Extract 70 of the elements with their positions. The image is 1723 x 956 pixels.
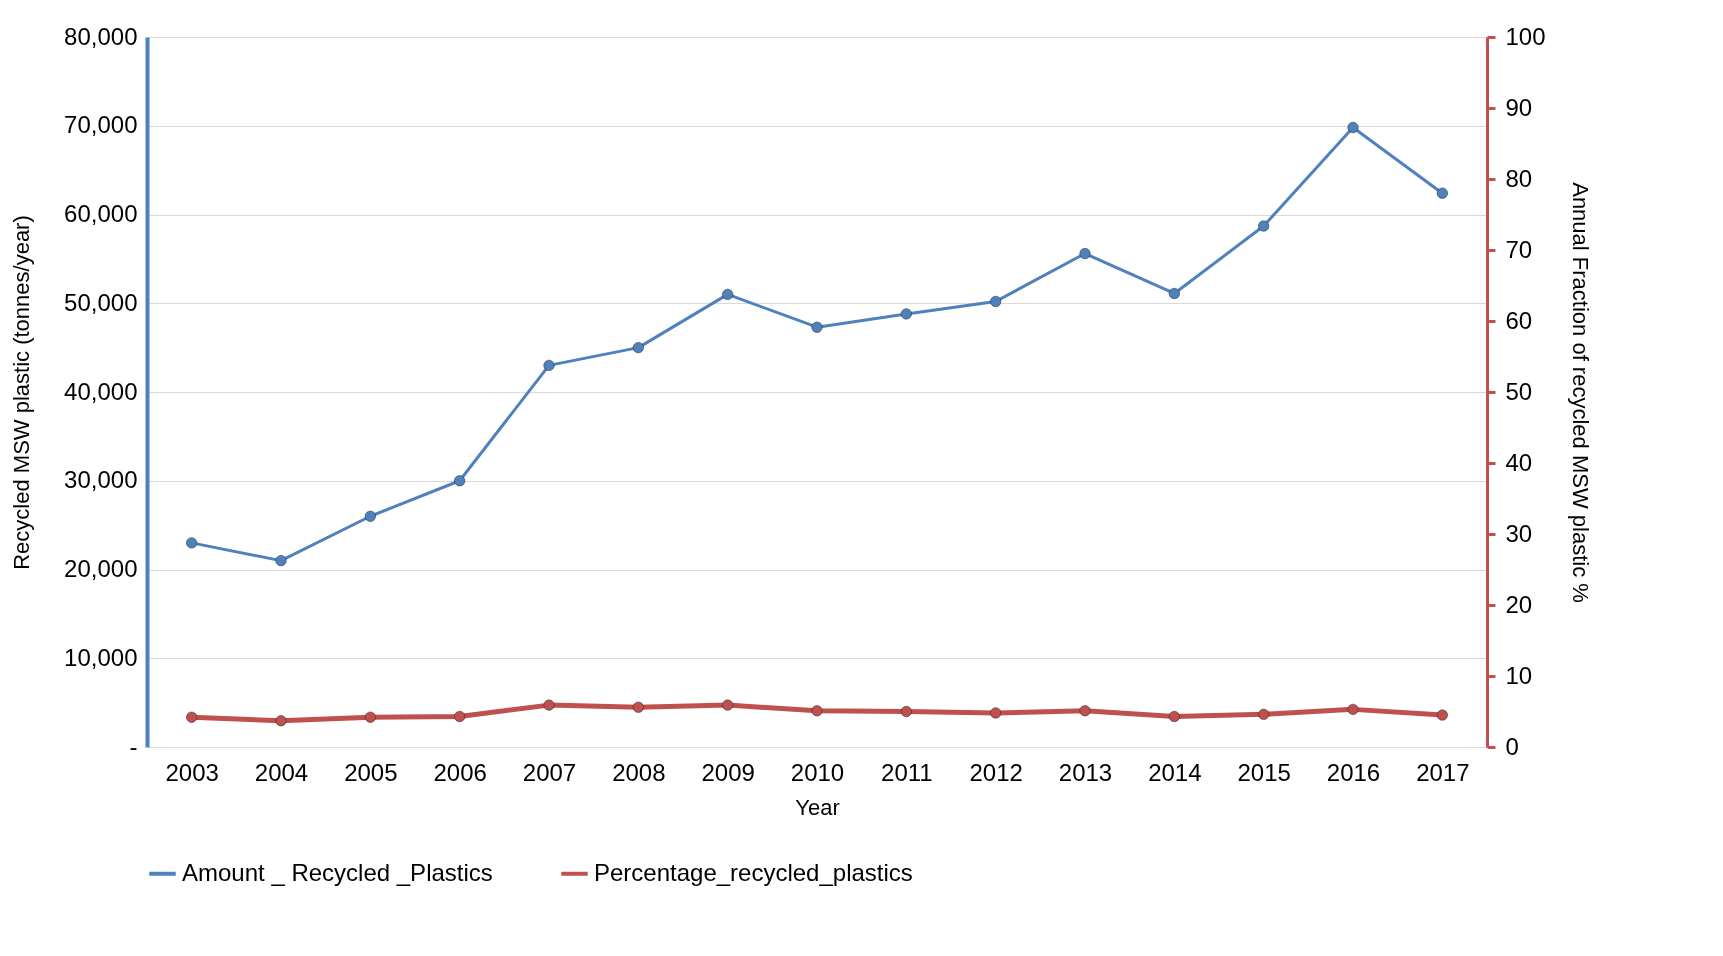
y-tick-label: 60,000 (64, 200, 138, 227)
x-tick-label: 2011 (881, 758, 933, 786)
legend-label: Amount _ Recycled _Plastics (182, 858, 493, 886)
point (990, 707, 1002, 719)
point (1168, 288, 1180, 299)
point (186, 711, 198, 723)
y-axis-title: Recycled MSW plastic (tonnes/year) (9, 215, 35, 570)
point (543, 699, 555, 711)
point (275, 715, 287, 727)
x-tick-label: 2017 (1416, 758, 1470, 786)
y2-tick-label: 40 (1505, 448, 1533, 476)
x-tick-label: 2010 (790, 758, 845, 786)
y-tick-label: 80,000 (64, 22, 138, 50)
point (1347, 122, 1359, 134)
y2-tick-label: 80 (1505, 164, 1533, 192)
point (1168, 710, 1180, 722)
point (186, 537, 198, 549)
point (364, 510, 376, 522)
point (454, 710, 466, 722)
x-tick-label: 2008 (612, 758, 666, 786)
point (543, 359, 555, 371)
point (1436, 187, 1448, 199)
point (1079, 705, 1091, 717)
y-tick-label: 20,000 (64, 555, 138, 582)
point (632, 701, 644, 713)
point (1258, 708, 1270, 720)
x-tick-label: 2003 (165, 758, 219, 786)
y-tick-label: - (129, 732, 138, 760)
y2-tick-label: 60 (1505, 306, 1533, 334)
x-tick-label: 2007 (522, 758, 577, 786)
y-tick-label: 40,000 (64, 377, 138, 405)
y2-tick-label: 30 (1505, 519, 1533, 547)
x-tick-label: 2016 (1326, 758, 1381, 786)
point (900, 308, 912, 320)
point (454, 475, 466, 487)
y2-tick-label: 70 (1505, 235, 1533, 263)
y2-tick-label: 90 (1505, 93, 1533, 121)
x-tick-label: 2005 (344, 758, 398, 786)
y2-tick-label: 100 (1505, 22, 1546, 50)
point (1079, 248, 1091, 260)
point (632, 342, 644, 354)
point (722, 288, 734, 300)
x-tick-label: 2015 (1237, 758, 1291, 786)
point (722, 699, 734, 711)
x-tick-label: 2004 (254, 758, 309, 786)
point (900, 706, 912, 717)
x-axis-title: Year (795, 794, 840, 820)
point (1436, 709, 1448, 721)
legend-label: Percentage_recycled_plastics (594, 858, 913, 886)
y2-tick-label: 20 (1505, 590, 1533, 618)
point (1347, 703, 1359, 715)
y2-axis-title: Annual Fraction of recycled MSW plastic % (1567, 182, 1593, 603)
y-tick-label: 70,000 (64, 111, 138, 139)
point (1258, 220, 1270, 232)
point (275, 555, 287, 567)
y2-tick-label: 50 (1505, 377, 1533, 405)
point (364, 711, 376, 723)
point (811, 321, 823, 333)
x-tick-label: 2014 (1148, 758, 1202, 786)
x-tick-label: 2012 (969, 758, 1023, 786)
x-tick-label: 2013 (1058, 758, 1113, 786)
x-tick-label: 2009 (701, 758, 755, 786)
point (811, 705, 823, 717)
y2-tick-label: 10 (1505, 661, 1533, 689)
y-tick-label: 10,000 (64, 643, 138, 671)
y2-tick-label: 0 (1505, 732, 1519, 760)
y-tick-label: 30,000 (64, 466, 138, 494)
point (990, 295, 1002, 307)
y-tick-label: 50,000 (64, 288, 138, 316)
x-tick-label: 2006 (433, 758, 487, 786)
